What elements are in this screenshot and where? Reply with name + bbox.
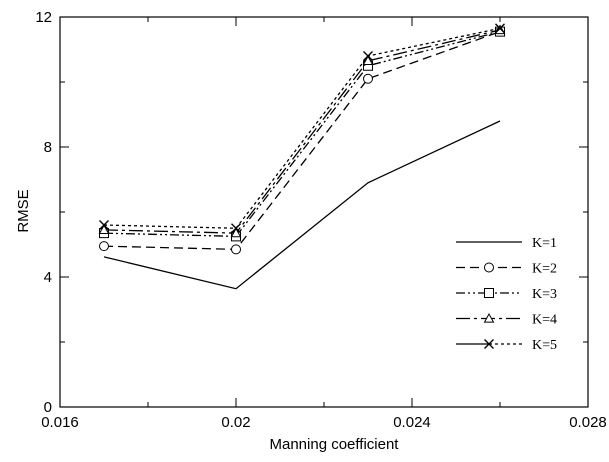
x-marker-stroke bbox=[495, 23, 505, 34]
plot-border bbox=[59, 16, 589, 408]
triangle-marker bbox=[362, 55, 374, 65]
circle-marker bbox=[363, 73, 373, 84]
legend-label: K=4 bbox=[532, 313, 557, 328]
triangle-marker bbox=[98, 224, 110, 234]
circle-marker bbox=[231, 244, 241, 255]
square-marker bbox=[484, 288, 494, 298]
y-axis-ticks: 0 4 8 12 bbox=[35, 9, 588, 416]
series-line bbox=[103, 30, 501, 238]
series-layer bbox=[98, 23, 506, 290]
y-tick-label: 12 bbox=[35, 9, 52, 26]
triangle-marker bbox=[230, 227, 242, 238]
series-4 bbox=[98, 24, 506, 238]
legend: K=1 K=2 K=3 K=4 K=5 bbox=[456, 236, 557, 353]
y-axis-title: RMSE bbox=[15, 189, 32, 232]
legend-item: K=5 bbox=[456, 338, 557, 353]
y-tick-label: 4 bbox=[44, 269, 52, 286]
x-marker-stroke bbox=[231, 223, 241, 234]
series-line bbox=[103, 120, 501, 290]
y-tick-label: 8 bbox=[44, 139, 52, 156]
legend-item: K=3 bbox=[456, 287, 557, 302]
legend-item: K=4 bbox=[456, 313, 557, 328]
series-line bbox=[103, 29, 501, 234]
circle-marker bbox=[484, 262, 494, 273]
y-tick-label: 0 bbox=[44, 399, 52, 416]
x-marker-stroke bbox=[363, 51, 373, 61]
triangle-marker bbox=[494, 24, 506, 35]
legend-item: K=2 bbox=[456, 262, 557, 277]
series-1 bbox=[103, 120, 501, 290]
series-line bbox=[103, 27, 501, 229]
legend-label: K=2 bbox=[532, 262, 557, 277]
legend-label: K=3 bbox=[532, 287, 557, 302]
legend-item: K=1 bbox=[456, 236, 557, 251]
x-marker-stroke bbox=[99, 220, 109, 230]
x-marker-stroke bbox=[484, 339, 494, 349]
x-axis-title: Manning coefficient bbox=[270, 436, 400, 453]
legend-label: K=1 bbox=[532, 236, 557, 251]
plot-frame bbox=[59, 16, 589, 408]
x-tick-label: 0.016 bbox=[41, 414, 79, 431]
series-2 bbox=[99, 26, 505, 255]
x-tick-label: 0.02 bbox=[221, 414, 250, 431]
series-line bbox=[103, 31, 501, 251]
legend-label: K=5 bbox=[532, 338, 557, 353]
series-5 bbox=[99, 23, 505, 234]
circle-marker bbox=[99, 241, 109, 252]
series-3 bbox=[99, 26, 505, 242]
x-tick-label: 0.028 bbox=[569, 414, 607, 431]
triangle-marker bbox=[483, 312, 495, 323]
x-tick-label: 0.024 bbox=[393, 414, 431, 431]
x-axis-ticks: 0.016 0.02 0.024 0.028 bbox=[41, 17, 607, 431]
